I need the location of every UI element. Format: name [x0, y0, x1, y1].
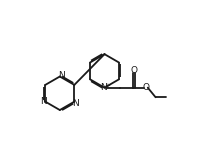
Text: N: N — [58, 71, 64, 80]
Text: O: O — [143, 83, 150, 92]
Text: O: O — [130, 66, 137, 75]
Text: N: N — [100, 83, 107, 92]
Text: N: N — [72, 99, 79, 108]
Text: N: N — [40, 97, 47, 106]
Text: +: + — [105, 83, 111, 89]
